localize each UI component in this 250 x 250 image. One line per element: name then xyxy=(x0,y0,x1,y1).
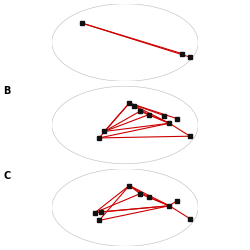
Ellipse shape xyxy=(52,4,198,81)
Ellipse shape xyxy=(52,169,198,246)
Text: B: B xyxy=(3,86,10,96)
Text: C: C xyxy=(3,171,10,181)
Ellipse shape xyxy=(52,86,198,164)
